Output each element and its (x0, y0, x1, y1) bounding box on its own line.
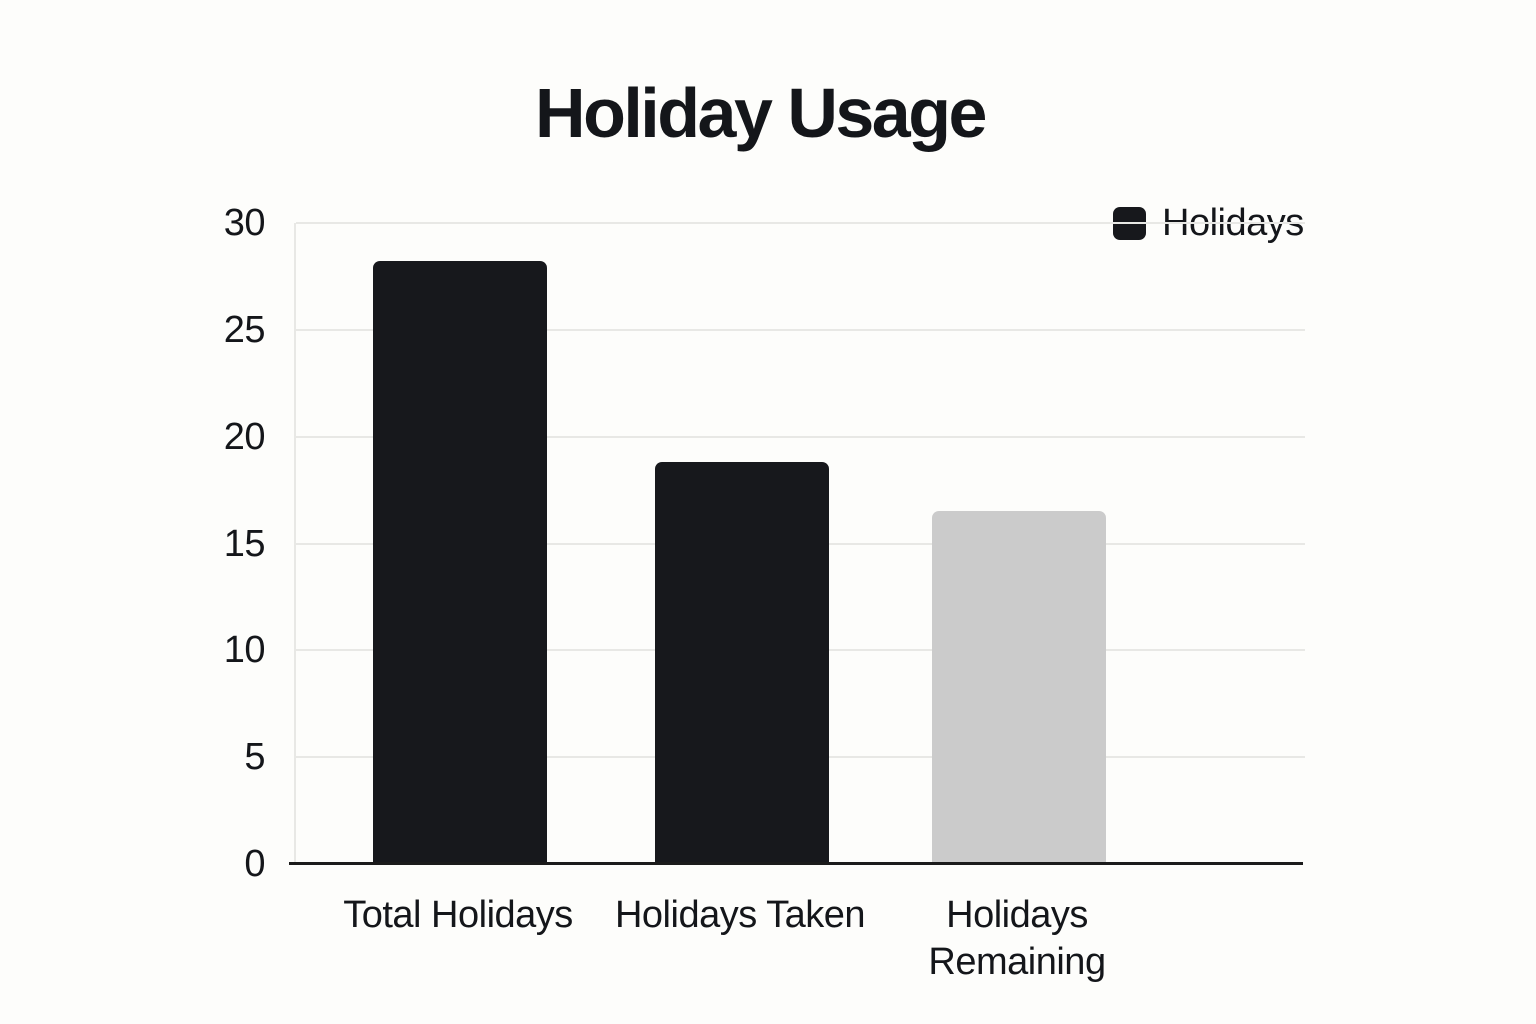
y-tick-label-5: 5 (244, 736, 265, 779)
bar-holidays-remaining (932, 511, 1106, 864)
y-tick-label-10: 10 (223, 629, 266, 672)
x-label-holidays-taken: Holidays Taken (614, 894, 866, 936)
bar-holidays-taken (655, 462, 829, 864)
chart-title: Holiday Usage (535, 74, 987, 152)
plot-area (294, 222, 1305, 864)
y-tick-label-15: 15 (223, 522, 266, 565)
x-label-total-holidays: Total Holidays (343, 894, 573, 936)
gridline-y-25 (296, 328, 1305, 331)
bar-total-holidays (373, 261, 547, 864)
gridline-y-20 (296, 435, 1305, 438)
x-label-holidays-remaining: Holidays Remaining (928, 894, 1106, 983)
y-tick-label-25: 25 (223, 308, 266, 351)
y-tick-label-0: 0 (244, 843, 265, 885)
y-tick-label-30: 30 (223, 202, 266, 244)
y-tick-label-20: 20 (223, 415, 266, 458)
gridline-y-30 (296, 222, 1305, 224)
x-axis-line (289, 862, 1303, 865)
